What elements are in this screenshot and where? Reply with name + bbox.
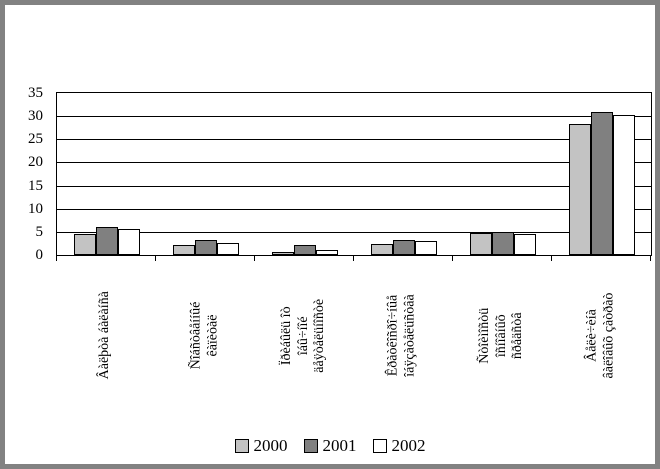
bar-2000-cat5	[470, 233, 492, 255]
category-label-5: Ñòîèìîñòü îñíîâíûõ ñðåäñòâ	[476, 307, 525, 364]
gridline-y30	[57, 116, 651, 117]
gridline-y15	[57, 186, 651, 187]
bar-2002-cat5	[514, 234, 536, 255]
gridline-y25	[57, 139, 651, 140]
bar-2001-cat3	[294, 245, 316, 255]
bar-2002-cat4	[415, 241, 437, 255]
gridline-y10	[57, 209, 651, 210]
category-label-4: Êðàòêîñðî÷íûå îáÿçàòåëüñòâà	[385, 294, 418, 377]
legend-item-2000: 2000	[234, 436, 288, 456]
legend-swatch-2000	[234, 439, 249, 453]
legend-label-2000: 2000	[253, 436, 288, 455]
category-label-wrap-3: Ïðèáûëü îò îáû÷íîé äåÿòåëüíîñòè	[254, 258, 353, 413]
category-label-wrap-2: Ñîáñòâåííûé êàïèòàë	[155, 258, 254, 413]
bar-2002-cat1	[118, 229, 140, 255]
legend-swatch-2001	[303, 439, 318, 453]
bar-2001-cat2	[195, 240, 217, 255]
legend-item-2002: 2002	[372, 436, 426, 456]
bar-2000-cat3	[272, 252, 294, 255]
category-label-6: Âåëè÷èíà âàëîâûõ çàòðàò	[583, 292, 616, 379]
bar-2001-cat5	[492, 232, 514, 255]
y-axis-label-20: 20	[28, 154, 43, 170]
bar-2002-cat3	[316, 250, 338, 255]
bar-2001-cat6	[591, 112, 613, 255]
category-label-wrap-6: Âåëè÷èíà âàëîâûõ çàòðàò	[551, 258, 650, 413]
bar-2000-cat2	[173, 245, 195, 255]
category-label-wrap-4: Êðàòêîñðî÷íûå îáÿçàòåëüñòâà	[353, 258, 452, 413]
x-axis-tick-0	[56, 255, 57, 261]
y-axis-label-35: 35	[28, 85, 43, 101]
category-label-2: Ñîáñòâåííûé êàïèòàë	[187, 301, 220, 370]
bar-2000-cat4	[371, 244, 393, 255]
gridline-y20	[57, 162, 651, 163]
x-axis-tick-3	[353, 255, 354, 261]
legend-label-2001: 2001	[322, 436, 357, 455]
legend-item-2001: 2001	[303, 436, 357, 456]
bar-2001-cat4	[393, 240, 415, 255]
x-axis-tick-5	[551, 255, 552, 261]
x-axis-tick-6	[650, 255, 651, 261]
bar-2002-cat2	[217, 243, 239, 255]
x-axis-tick-4	[452, 255, 453, 261]
legend-label-2002: 2002	[391, 436, 426, 455]
x-axis-tick-2	[254, 255, 255, 261]
y-axis-label-0: 0	[35, 247, 44, 263]
y-axis-label-30: 30	[28, 108, 43, 124]
category-label-3: Ïðèáûëü îò îáû÷íîé äåÿòåëüíîñòè	[278, 298, 327, 373]
category-label-1: Âàëþòà áàëàíñà	[97, 291, 113, 380]
legend-swatch-2002	[372, 439, 387, 453]
bar-2000-cat6	[569, 124, 591, 255]
y-axis-label-15: 15	[28, 178, 43, 194]
x-axis-tick-1	[155, 255, 156, 261]
y-axis-label-25: 25	[28, 131, 43, 147]
y-axis-label-10: 10	[28, 201, 43, 217]
bar-2002-cat6	[613, 115, 635, 255]
plot-area	[56, 92, 652, 256]
y-axis-label-5: 5	[35, 224, 44, 240]
legend: 2000 2001 2002	[5, 435, 655, 457]
category-label-wrap-1: Âàëþòà áàëàíñà	[56, 258, 155, 413]
bar-2000-cat1	[74, 234, 96, 255]
gridline-y5	[57, 232, 651, 233]
category-label-wrap-5: Ñòîèìîñòü îñíîâíûõ ñðåäñòâ	[452, 258, 551, 413]
bar-2001-cat1	[96, 227, 118, 255]
